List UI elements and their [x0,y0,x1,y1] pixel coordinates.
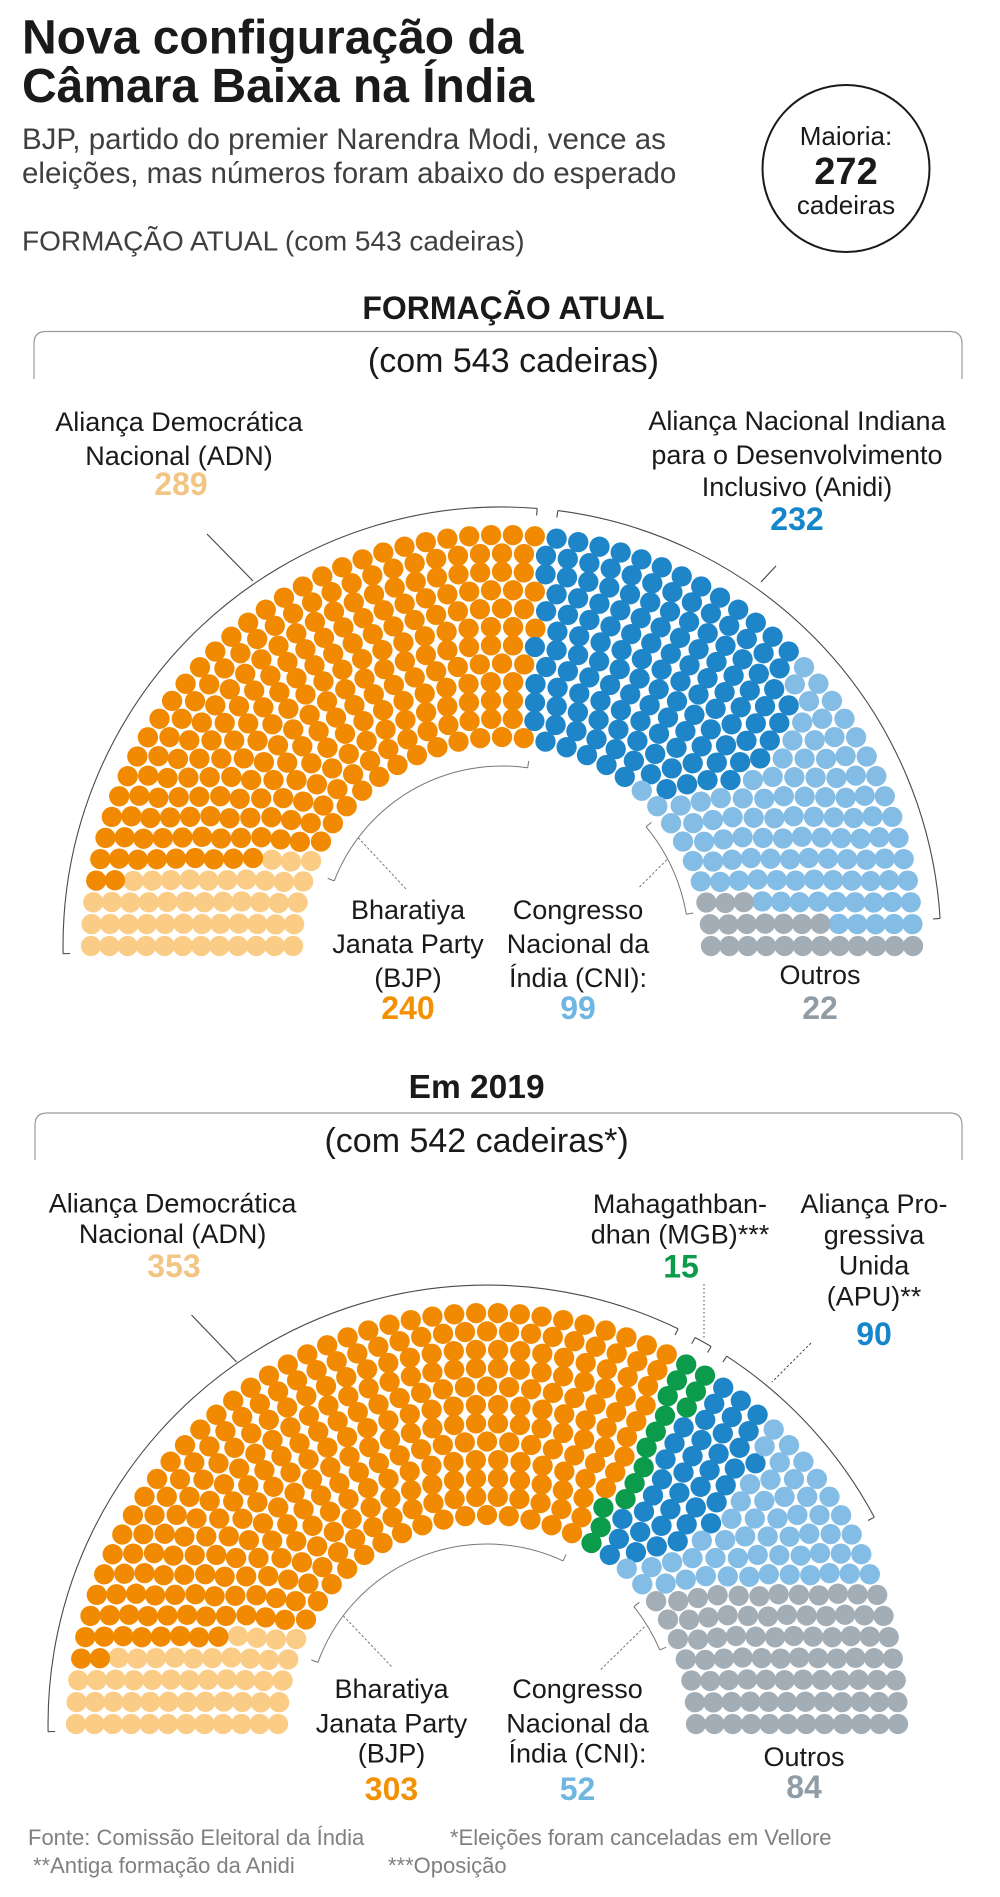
svg-text:(com 543 cadeiras): (com 543 cadeiras) [368,342,659,380]
svg-text:Aliança Democrática: Aliança Democrática [49,1189,298,1219]
svg-text:303: 303 [365,1771,418,1807]
svg-text:BJP, partido do premier Narend: BJP, partido do premier Narendra Modi, v… [22,123,666,156]
svg-text:272: 272 [814,151,877,193]
svg-text:Unida: Unida [839,1251,911,1281]
svg-text:99: 99 [560,990,596,1026]
svg-text:Índia (CNI):: Índia (CNI): [508,1739,646,1769]
svg-text:Inclusivo (Anidi): Inclusivo (Anidi) [702,472,893,502]
svg-text:*Eleições foram canceladas em: *Eleições foram canceladas em Vellore [450,1825,832,1850]
svg-text:(BJP): (BJP) [358,1739,426,1769]
svg-text:Janata Party: Janata Party [316,1709,468,1739]
svg-text:Bharatiya: Bharatiya [334,1674,449,1704]
svg-text:22: 22 [802,990,838,1026]
svg-text:15: 15 [663,1249,699,1285]
svg-text:Aliança Pro-: Aliança Pro- [800,1189,947,1219]
svg-text:Janata Party: Janata Party [332,929,484,959]
svg-text:eleições, mas números foram ab: eleições, mas números foram abaixo do es… [22,157,676,190]
svg-text:Câmara Baixa na Índia: Câmara Baixa na Índia [22,59,535,113]
svg-text:Outros: Outros [763,1742,844,1772]
svg-text:(BJP): (BJP) [374,963,442,993]
svg-text:232: 232 [770,501,823,537]
svg-text:FORMAÇÃO ATUAL: FORMAÇÃO ATUAL [362,290,664,326]
svg-text:(com 542 cadeiras*): (com 542 cadeiras*) [324,1122,628,1160]
svg-text:Em 2019: Em 2019 [409,1069,545,1106]
svg-text:240: 240 [381,990,434,1026]
svg-text:Índia (CNI):: Índia (CNI): [509,963,647,993]
svg-text:Aliança Nacional Indiana: Aliança Nacional Indiana [648,406,946,436]
svg-text:cadeiras: cadeiras [797,190,895,220]
svg-text:90: 90 [856,1316,892,1352]
svg-text:52: 52 [560,1771,596,1807]
svg-text:dhan (MGB)***: dhan (MGB)*** [591,1220,770,1250]
svg-text:para o Desenvolvimento: para o Desenvolvimento [651,440,942,470]
svg-text:Outros: Outros [779,960,860,990]
svg-text:Nacional da: Nacional da [507,929,651,959]
svg-text:289: 289 [154,466,207,502]
svg-text:**Antiga formação da Anidi: **Antiga formação da Anidi [33,1853,295,1878]
svg-text:(APU)**: (APU)** [827,1281,922,1311]
svg-text:Nacional (ADN): Nacional (ADN) [85,441,273,471]
svg-text:Aliança Democrática: Aliança Democrática [55,407,304,437]
svg-text:Mahagathban-: Mahagathban- [593,1189,767,1219]
svg-text:Congresso: Congresso [513,895,644,925]
svg-text:Nova configuração da: Nova configuração da [22,12,524,65]
svg-text:Maioria:: Maioria: [800,121,892,151]
svg-text:Fonte: Comissão Eleitoral da Í: Fonte: Comissão Eleitoral da Índia [28,1825,365,1850]
svg-text:***Oposição: ***Oposição [388,1853,507,1878]
svg-text:FORMAÇÃO ATUAL (com 543 cadeir: FORMAÇÃO ATUAL (com 543 cadeiras) [22,226,525,257]
svg-text:Nacional (ADN): Nacional (ADN) [79,1219,267,1249]
svg-text:84: 84 [786,1769,822,1805]
svg-text:Nacional da: Nacional da [506,1709,650,1739]
svg-text:353: 353 [147,1248,200,1284]
svg-text:gressiva: gressiva [824,1220,926,1250]
svg-text:Bharatiya: Bharatiya [351,895,466,925]
svg-text:Congresso: Congresso [512,1674,643,1704]
